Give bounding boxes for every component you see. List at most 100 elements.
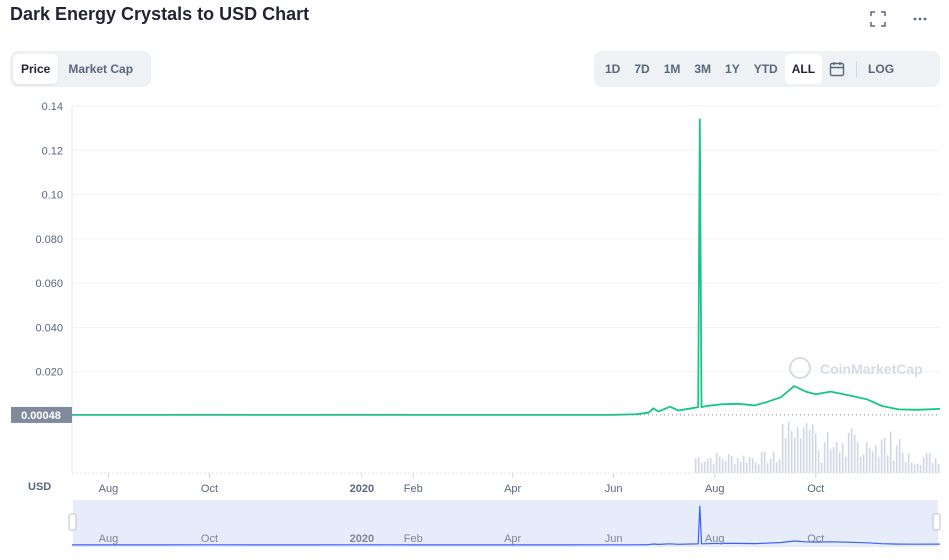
volume-bar (736, 458, 739, 473)
volume-bar (922, 457, 925, 473)
volume-bar (811, 424, 814, 473)
volume-bar (721, 459, 724, 473)
x-tick-label: Jun (605, 483, 623, 495)
log-scale-button[interactable]: LOG (868, 62, 895, 76)
volume-bar (910, 462, 913, 473)
calendar-icon[interactable] (822, 54, 852, 84)
volume-bar (739, 461, 742, 473)
navigator-tick-label: Oct (807, 533, 824, 545)
volume-bar (784, 437, 787, 473)
volume-bar (880, 439, 883, 473)
tab-market-cap[interactable]: Market Cap (68, 62, 134, 76)
volume-bar (826, 432, 829, 473)
current-price-label: 0.00048 (21, 410, 61, 422)
volume-bar (916, 463, 919, 473)
volume-bar (919, 464, 922, 473)
navigator-handle-right[interactable] (932, 513, 941, 531)
volume-bar (862, 454, 865, 473)
volume-bar (766, 463, 769, 473)
navigator-line (72, 505, 941, 546)
volume-bar (841, 443, 844, 473)
view-tabs: Price Market Cap (10, 51, 151, 87)
x-tick-label: Oct (807, 483, 824, 495)
y-tick-label: 0.12 (42, 145, 63, 157)
volume-bar (745, 462, 748, 473)
navigator-handle-left[interactable] (68, 513, 77, 531)
volume-bar (808, 429, 811, 473)
navigator-tick-label: Oct (201, 533, 218, 545)
volume-bar (895, 445, 898, 473)
navigator-tick-label: Aug (705, 533, 725, 545)
volume-bar (829, 449, 832, 473)
more-icon[interactable] (909, 8, 931, 30)
volume-bar (934, 458, 937, 473)
volume-bar (715, 452, 718, 473)
range-1y-button[interactable]: 1Y (725, 62, 740, 76)
volume-bar (718, 456, 721, 473)
volume-bar (925, 453, 928, 473)
price-chart[interactable]: 0.020 0.040 0.060 0.080 0.10 0.12 0.14 CoinMark… (0, 95, 949, 555)
tab-price[interactable]: Price (13, 54, 59, 84)
volume-bar (937, 464, 940, 473)
y-tick-label: 0.040 (35, 322, 63, 334)
range-ytd-button[interactable]: YTD (753, 62, 778, 76)
volume-bar (793, 437, 796, 473)
range-7d-button[interactable]: 7D (634, 62, 650, 76)
navigator-tick-label: Aug (99, 533, 119, 545)
volume-bar (913, 464, 916, 473)
y-tick-label: 0.14 (42, 101, 63, 113)
x-tick-label: Feb (404, 483, 423, 495)
x-tick-label: Aug (705, 483, 725, 495)
range-1d-button[interactable]: 1D (605, 62, 621, 76)
volume-bar (709, 457, 712, 473)
volume-bar (700, 463, 703, 473)
volume-bar (781, 423, 784, 473)
x-tick-label: Aug (99, 483, 119, 495)
volume-bar (877, 456, 880, 473)
volume-bar (820, 462, 823, 473)
volume-bar (907, 453, 910, 473)
currency-label: USD (28, 481, 52, 493)
range-3m-button[interactable]: 3M (694, 62, 712, 76)
y-tick-label: 0.060 (35, 278, 63, 290)
range-1m-button[interactable]: 1M (663, 62, 681, 76)
volume-bar (760, 451, 763, 473)
navigator-window (73, 500, 938, 547)
navigator-tick-label: Feb (404, 533, 423, 545)
volume-bar (874, 445, 877, 473)
x-tick-label: Oct (201, 483, 218, 495)
volume-bar (694, 458, 697, 473)
y-tick-label: 0.080 (35, 234, 63, 246)
price-line (72, 118, 941, 416)
volume-bar (844, 456, 847, 473)
range-selector: 1D 7D 1M 3M 1Y YTD ALL LOG (594, 51, 940, 87)
volume-bar (703, 461, 706, 473)
expand-icon[interactable] (867, 8, 889, 30)
current-price-tag (11, 406, 72, 423)
volume-bar (763, 451, 766, 473)
volume-bar (838, 452, 841, 473)
volume-bar (931, 462, 934, 473)
watermark: CoinMarketCap (820, 361, 923, 377)
volume-bar (823, 442, 826, 473)
volume-bar (856, 442, 859, 473)
navigator-tick-label: Apr (504, 533, 521, 545)
range-all-button[interactable]: ALL (784, 54, 823, 84)
navigator-tick-label: Jun (605, 533, 623, 545)
volume-bar (799, 438, 802, 473)
volume-bar (892, 460, 895, 473)
volume-bar (889, 431, 892, 473)
volume-bar (871, 451, 874, 473)
page-title: Dark Energy Crystals to USD Chart (10, 4, 310, 24)
volume-bar (790, 430, 793, 473)
volume-bar (712, 463, 715, 473)
navigator-tick-label: 2020 (350, 533, 374, 545)
x-tick-label: Apr (504, 483, 521, 495)
volume-bar (787, 422, 790, 473)
volume-bar (898, 438, 901, 473)
x-tick-label: 2020 (350, 483, 374, 495)
y-tick-label: 0.10 (42, 190, 63, 202)
volume-bar (778, 459, 781, 473)
volume-bar (757, 464, 760, 473)
volume-bar (733, 463, 736, 473)
